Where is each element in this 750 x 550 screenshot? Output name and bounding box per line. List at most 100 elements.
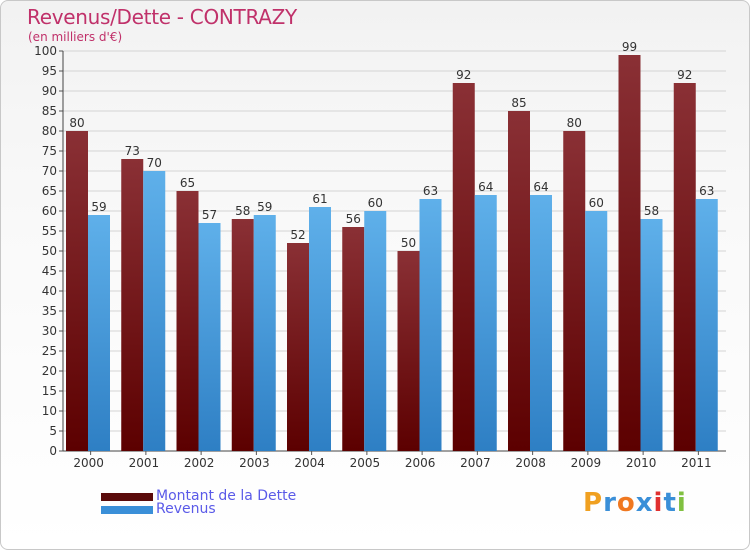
y-tick-label: 90 — [42, 84, 57, 98]
bar-dette — [618, 55, 641, 451]
y-tick-label: 15 — [42, 384, 57, 398]
y-tick-label: 40 — [42, 284, 57, 298]
x-tick-label: 2003 — [239, 456, 270, 470]
x-tick-label: 2010 — [626, 456, 657, 470]
proxiti-logo: Proxiti — [583, 488, 687, 518]
y-tick-label: 45 — [42, 264, 57, 278]
bar-revenus — [585, 211, 608, 451]
bar-revenus — [640, 219, 663, 451]
bar-revenus — [198, 223, 221, 451]
x-tick-label: 2001 — [129, 456, 160, 470]
y-tick-label: 75 — [42, 144, 57, 158]
y-tick-label: 50 — [42, 244, 57, 258]
bar-dette — [176, 191, 199, 451]
data-label-revenus: 63 — [699, 184, 714, 198]
y-tick-label: 100 — [34, 44, 57, 58]
logo-letter: o — [616, 488, 636, 518]
logo-letter: r — [603, 488, 617, 518]
bar-revenus — [253, 215, 276, 451]
bar-dette — [563, 131, 586, 451]
chart-subtitle: (en milliers d'€) — [28, 30, 123, 44]
x-tick-label: 2002 — [184, 456, 215, 470]
y-tick-label: 55 — [42, 224, 57, 238]
bar-dette — [342, 227, 365, 451]
x-tick-label: 2009 — [571, 456, 602, 470]
data-label-dette: 52 — [290, 228, 305, 242]
bar-revenus — [309, 207, 331, 451]
y-tick-label: 60 — [42, 204, 57, 218]
data-label-dette: 73 — [125, 144, 140, 158]
data-label-revenus: 61 — [312, 192, 327, 206]
x-tick-label: 2000 — [73, 456, 104, 470]
data-label-revenus: 63 — [423, 184, 438, 198]
bar-dette — [452, 83, 475, 451]
x-tick-label: 2006 — [405, 456, 436, 470]
logo-letter: P — [583, 488, 604, 518]
data-label-dette: 65 — [180, 176, 195, 190]
bars — [66, 55, 718, 451]
y-tick-label: 25 — [42, 344, 57, 358]
data-label-dette: 85 — [511, 96, 526, 110]
legend-swatch-revenus — [101, 506, 153, 514]
bar-revenus — [419, 199, 442, 451]
data-label-dette: 56 — [346, 212, 361, 226]
y-tick-label: 20 — [42, 364, 57, 378]
logo-letter: i — [676, 488, 687, 518]
bar-revenus — [474, 195, 497, 451]
data-label-dette: 80 — [567, 116, 582, 130]
data-label-revenus: 59 — [257, 200, 272, 214]
data-label-dette: 92 — [456, 68, 471, 82]
logo-letter: t — [663, 488, 677, 518]
data-label-dette: 92 — [677, 68, 692, 82]
y-tick-label: 80 — [42, 124, 57, 138]
bar-revenus — [695, 199, 718, 451]
legend-swatch-dette — [101, 493, 153, 501]
bar-dette — [397, 251, 420, 451]
y-tick-label: 5 — [49, 424, 57, 438]
data-label-dette: 50 — [401, 236, 416, 250]
y-tick-label: 30 — [42, 324, 57, 338]
legend-label-dette: Montant de la Dette — [156, 488, 297, 504]
y-tick-label: 65 — [42, 184, 57, 198]
x-tick-label: 2005 — [350, 456, 381, 470]
bar-dette — [231, 219, 254, 451]
data-label-revenus: 58 — [644, 204, 659, 218]
logo-letter: i — [653, 488, 664, 518]
data-label-revenus: 59 — [91, 200, 106, 214]
bar-dette — [287, 243, 309, 451]
bar-revenus — [530, 195, 552, 451]
bar-dette — [121, 159, 144, 451]
data-label-revenus: 60 — [589, 196, 604, 210]
grid-lines — [63, 50, 726, 452]
legend-label-revenus: Revenus — [156, 501, 216, 517]
logo-letter: x — [635, 488, 654, 518]
bar-revenus — [143, 171, 166, 451]
x-tick-label: 2011 — [681, 456, 712, 470]
x-tick-label: 2004 — [294, 456, 325, 470]
data-label-dette: 58 — [235, 204, 250, 218]
axes: 0 5 10 15 20 25 30 35 40 45 50 55 60 65 70 75 80 85 90 95 10… — [34, 44, 726, 470]
data-label-revenus: 64 — [533, 180, 548, 194]
y-tick-label: 95 — [42, 64, 57, 78]
y-tick-label: 85 — [42, 104, 57, 118]
data-label-dette: 80 — [69, 116, 84, 130]
data-labels: 80 59 73 70 65 57 58 59 52 61 56 60 50 63 92 64 85 64 80 60… — [69, 40, 714, 250]
data-label-revenus: 57 — [202, 208, 217, 222]
x-tick-label: 2008 — [515, 456, 546, 470]
chart-title: Revenus/Dette - CONTRAZY — [27, 5, 297, 29]
bar-dette — [66, 131, 88, 451]
bar-revenus — [364, 211, 387, 451]
bar-dette — [508, 111, 530, 451]
bar-dette — [673, 83, 696, 451]
x-tick-label: 2007 — [460, 456, 491, 470]
data-label-dette: 99 — [622, 40, 637, 54]
y-tick-label: 10 — [42, 404, 57, 418]
data-label-revenus: 64 — [478, 180, 493, 194]
data-label-revenus: 70 — [147, 156, 162, 170]
data-label-revenus: 60 — [368, 196, 383, 210]
y-tick-label: 35 — [42, 304, 57, 318]
bar-revenus — [88, 215, 110, 451]
y-tick-label: 0 — [49, 444, 57, 458]
